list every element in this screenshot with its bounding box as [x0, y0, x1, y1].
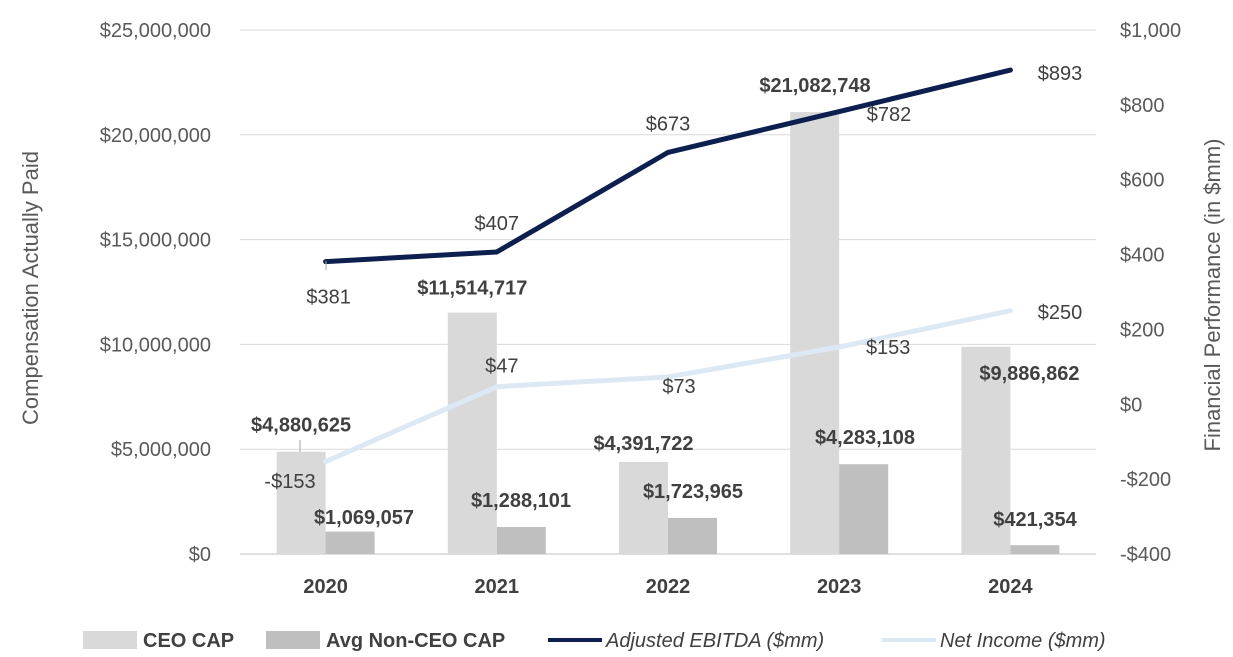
non-ceo-cap-bar: [1010, 545, 1060, 554]
adjusted-ebitda-line: [323, 67, 1013, 265]
non-ceo-cap-bar: [668, 517, 717, 554]
legend-ceo-cap-label: CEO CAP: [143, 630, 234, 652]
category-label: 2022: [646, 576, 691, 598]
legend-adjusted-ebitda-label: Adjusted EBITDA ($mm): [605, 630, 824, 652]
gridlines: [240, 29, 1096, 555]
left-tick-label: $15,000,000: [100, 230, 211, 252]
ceo-cap-value-label: $11,514,717: [417, 278, 527, 300]
right-tick-label: $400: [1120, 245, 1165, 267]
left-tick-label: $20,000,000: [100, 125, 211, 147]
non-ceo-cap-value-label: $1,288,101: [471, 490, 571, 512]
adjusted-ebitda-value-label: $893: [1038, 63, 1083, 85]
net-income-line: [323, 308, 1013, 465]
net-income-value-label: $73: [662, 376, 695, 398]
ceo-cap-bar: [961, 346, 1011, 554]
ceo-cap-value-label: $9,886,862: [979, 363, 1079, 385]
right-tick-label: $1,000: [1120, 20, 1181, 42]
ceo-cap-value-label: $21,082,748: [759, 75, 870, 97]
left-tick-label: $25,000,000: [100, 20, 211, 42]
left-tick-label: $5,000,000: [111, 439, 211, 461]
non-ceo-cap-bar: [839, 464, 889, 554]
bars: [276, 112, 1060, 555]
right-tick-label: $0: [1120, 394, 1142, 416]
right-tick-label: $200: [1120, 319, 1165, 341]
ceo-cap-value-label: $4,880,625: [251, 415, 351, 437]
ceo-cap-bar: [276, 451, 326, 554]
legend-ceo-cap-swatch: [83, 631, 137, 649]
legend-non-ceo-cap-swatch: [266, 631, 320, 649]
lines: [323, 67, 1013, 465]
legend-non-ceo-cap-label: Avg Non-CEO CAP: [326, 630, 505, 652]
left-tick-label: $10,000,000: [100, 334, 211, 356]
legend-net-income-label: Net Income ($mm): [940, 630, 1106, 652]
adjusted-ebitda-value-label: $381: [306, 287, 351, 309]
non-ceo-cap-value-label: $4,283,108: [815, 427, 915, 449]
non-ceo-cap-value-label: $421,354: [993, 509, 1077, 531]
legend: CEO CAP Avg Non-CEO CAP Adjusted EBITDA ($…: [83, 630, 1106, 652]
right-axis-title: Financial Performance (in $mm): [1200, 139, 1225, 452]
ceo-cap-bar: [790, 112, 840, 555]
non-ceo-cap-bar: [496, 527, 546, 554]
left-tick-label: $0: [189, 544, 211, 566]
right-tick-label: -$200: [1120, 469, 1171, 491]
right-tick-label: $800: [1120, 95, 1165, 117]
ceo-cap-bar: [619, 461, 668, 554]
adjusted-ebitda-value-label: $782: [867, 104, 912, 126]
right-tick-label: -$400: [1120, 544, 1171, 566]
right-tick-label: $600: [1120, 170, 1165, 192]
net-income-value-label: $250: [1038, 302, 1083, 324]
data-labels: $4,880,625 $1,069,057 $381 -$153 $11,514,717…: [251, 63, 1082, 531]
left-axis-title: Compensation Actually Paid: [18, 151, 43, 425]
non-ceo-cap-value-label: $1,723,965: [643, 481, 743, 503]
category-label: 2020: [303, 576, 348, 598]
non-ceo-cap-bar: [325, 531, 375, 554]
adjusted-ebitda-value-label: $673: [646, 113, 691, 135]
non-ceo-cap-value-label: $1,069,057: [314, 507, 414, 529]
adjusted-ebitda-value-label: $407: [475, 213, 520, 235]
axes: Compensation Actually Paid Financial Per…: [18, 20, 1225, 598]
net-income-value-label: $153: [866, 337, 911, 359]
category-label: 2023: [817, 576, 862, 598]
category-label: 2021: [475, 576, 520, 598]
category-label: 2024: [988, 576, 1033, 598]
net-income-value-label: $47: [485, 356, 518, 378]
ceo-cap-value-label: $4,391,722: [593, 433, 693, 455]
ceo-cap-bar: [447, 312, 497, 554]
net-income-value-label: -$153: [264, 471, 315, 493]
